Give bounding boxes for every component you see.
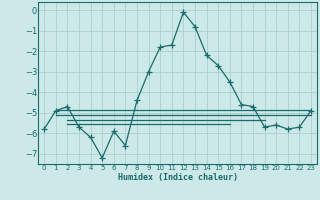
X-axis label: Humidex (Indice chaleur): Humidex (Indice chaleur) bbox=[118, 173, 238, 182]
